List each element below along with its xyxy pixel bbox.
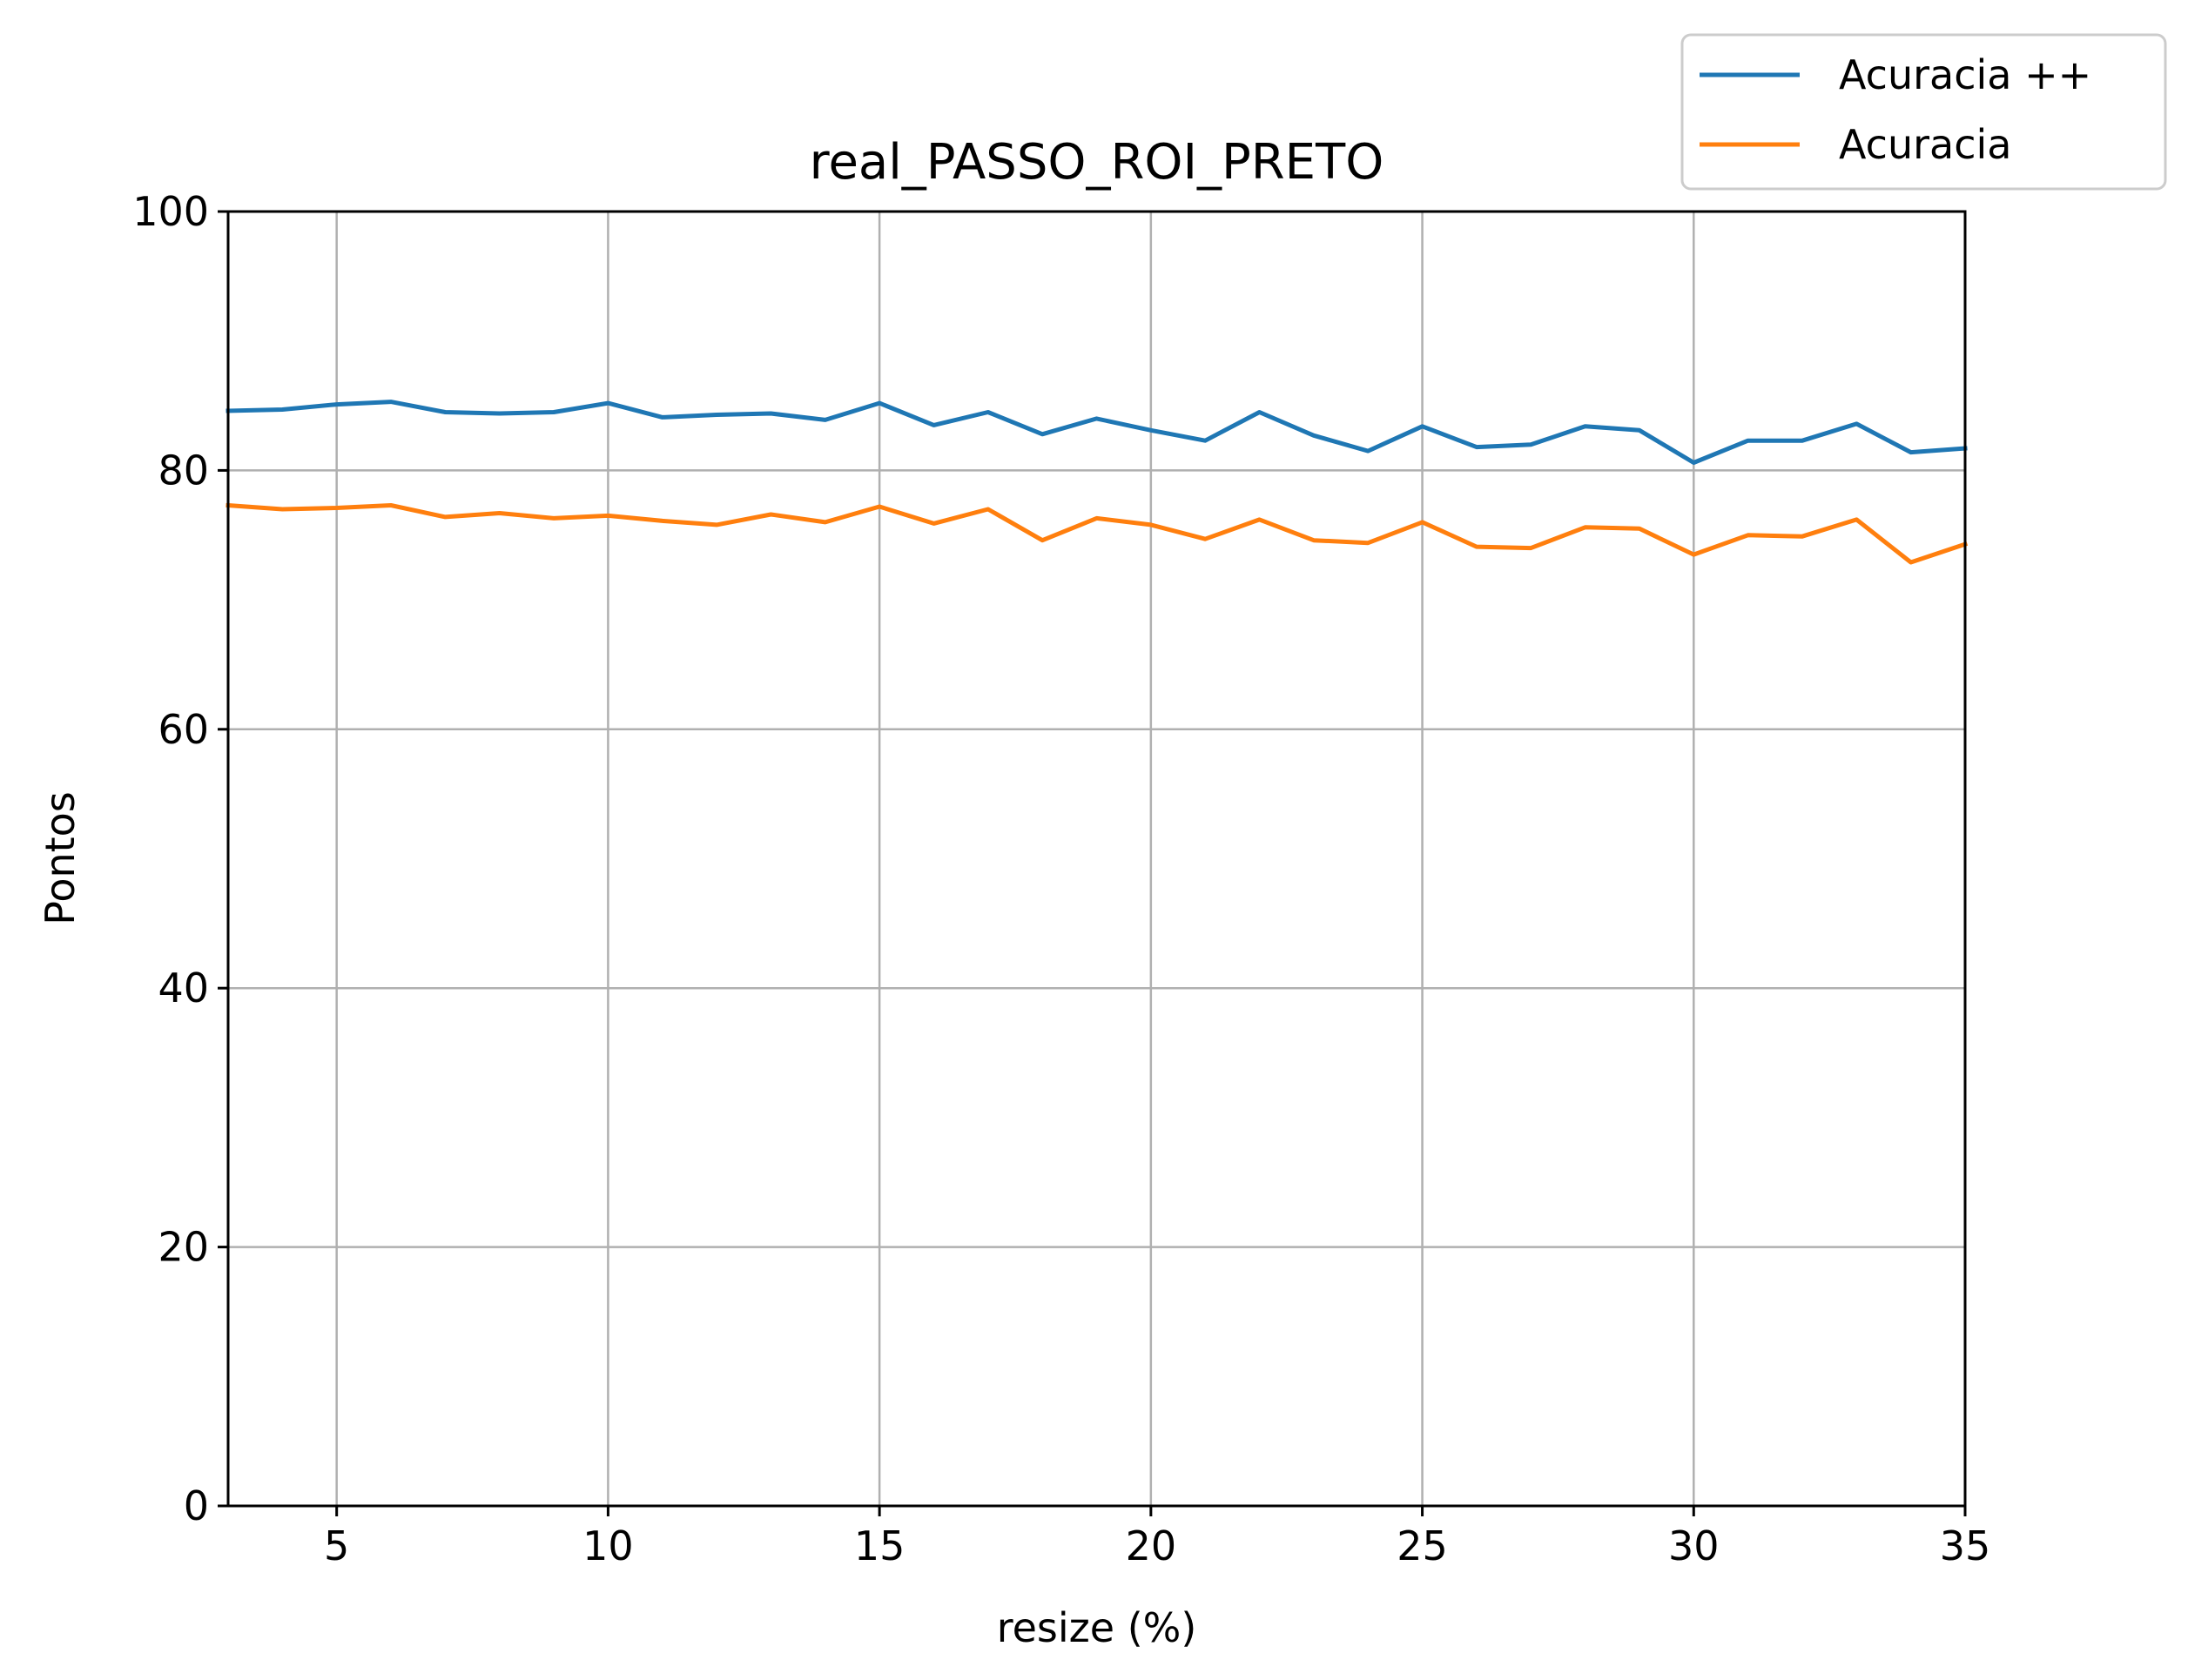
chart-title: real_PASSO_ROI_PRETO xyxy=(810,134,1384,191)
series-line-acuracia-plus xyxy=(226,400,1968,465)
y-tick-label: 60 xyxy=(158,706,209,753)
x-tick-label: 5 xyxy=(324,1522,349,1569)
x-tick-label: 15 xyxy=(854,1522,905,1569)
y-tick-label: 0 xyxy=(184,1482,209,1529)
y-axis-label: Pontos xyxy=(37,791,84,925)
axis-ticks: 5 10 15 20 25 30 35 0 20 40 60 80 100 xyxy=(132,188,1990,1569)
legend-label-acuracia-plus: Acuracia ++ xyxy=(1839,51,2091,98)
series-line-acuracia xyxy=(226,502,1969,565)
y-tick-label: 100 xyxy=(132,188,209,235)
legend: Acuracia ++ Acuracia xyxy=(1680,33,2167,191)
y-tick-label: 40 xyxy=(158,964,209,1011)
y-tick-label: 20 xyxy=(158,1224,209,1271)
y-tick-label: 80 xyxy=(158,447,209,494)
x-tick-label: 10 xyxy=(582,1522,634,1569)
legend-box xyxy=(1680,33,2167,191)
x-axis-label: resize (%) xyxy=(997,1604,1197,1651)
x-tick-label: 20 xyxy=(1126,1522,1177,1569)
series-lines xyxy=(226,400,1969,565)
plot-area-frame xyxy=(226,210,1967,1508)
x-tick-label: 30 xyxy=(1668,1522,1720,1569)
x-tick-label: 25 xyxy=(1397,1522,1448,1569)
x-tick-label: 35 xyxy=(1940,1522,1991,1569)
legend-label-acuracia: Acuracia xyxy=(1839,121,2011,168)
